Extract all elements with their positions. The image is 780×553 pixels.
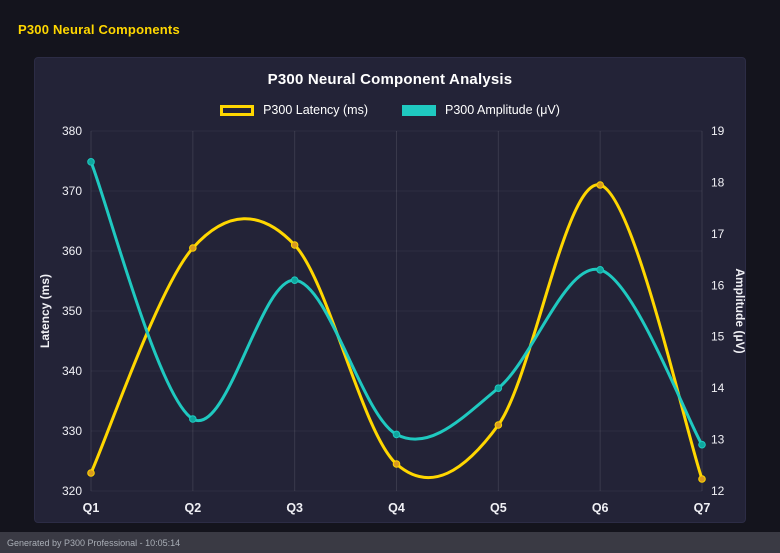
right-axis-tick: 15 bbox=[711, 330, 725, 344]
legend-swatch bbox=[402, 104, 436, 116]
legend-swatch bbox=[220, 104, 255, 116]
x-axis-label: Q5 bbox=[490, 501, 507, 515]
right-axis-tick: 14 bbox=[711, 381, 725, 395]
left-axis-tick: 340 bbox=[62, 364, 82, 378]
data-point[interactable] bbox=[189, 415, 197, 423]
x-axis-label: Q3 bbox=[286, 501, 303, 515]
left-axis-tick: 370 bbox=[62, 184, 82, 198]
line-chart: 320 330 340 350 360 370 380 12 13 14 15 16 17 18 19 Q1 Q… bbox=[38, 124, 747, 515]
left-axis-tick: 320 bbox=[62, 484, 82, 498]
right-axis-title: Amplitude (μV) bbox=[733, 268, 747, 353]
data-point[interactable] bbox=[596, 266, 604, 274]
status-bar: Generated by P300 Professional - 10:05:1… bbox=[0, 532, 780, 553]
legend-label: P300 Amplitude (μV) bbox=[445, 103, 560, 117]
data-point[interactable] bbox=[87, 469, 95, 477]
chart-legend: P300 Latency (ms) P300 Amplitude (μV) bbox=[35, 102, 745, 118]
right-axis-tick: 12 bbox=[711, 484, 725, 498]
data-point[interactable] bbox=[392, 430, 401, 439]
legend-item-0[interactable]: P300 Latency (ms) bbox=[220, 103, 368, 117]
right-axis-tick: 18 bbox=[711, 175, 725, 189]
data-point[interactable] bbox=[698, 475, 706, 483]
right-axis-tick: 17 bbox=[711, 227, 725, 241]
x-axis-label: Q6 bbox=[592, 501, 609, 515]
legend-item-1[interactable]: P300 Amplitude (μV) bbox=[402, 103, 560, 117]
right-axis-tick: 13 bbox=[711, 433, 725, 447]
x-axis-label: Q1 bbox=[83, 501, 100, 515]
app-title: P300 Neural Components bbox=[18, 22, 180, 37]
left-axis-tick: 380 bbox=[62, 124, 82, 138]
data-point[interactable] bbox=[87, 158, 95, 166]
x-axis-label: Q2 bbox=[184, 501, 201, 515]
data-point[interactable] bbox=[494, 421, 503, 429]
left-axis-tick: 350 bbox=[62, 304, 82, 318]
left-axis-title: Latency (ms) bbox=[38, 274, 52, 348]
data-point[interactable] bbox=[189, 244, 197, 252]
data-point[interactable] bbox=[290, 276, 299, 284]
left-axis-tick: 360 bbox=[62, 244, 82, 258]
data-point[interactable] bbox=[392, 460, 401, 468]
data-point[interactable] bbox=[494, 384, 503, 392]
right-axis-tick: 19 bbox=[711, 124, 725, 138]
footer-text: Generated by P300 Professional - 10:05:1… bbox=[7, 537, 181, 548]
right-axis-tick: 16 bbox=[711, 278, 725, 292]
data-point[interactable] bbox=[290, 241, 299, 249]
chart-panel: P300 Neural Component Analysis P300 Late… bbox=[34, 57, 747, 523]
data-point[interactable] bbox=[596, 181, 604, 189]
x-axis-label: Q7 bbox=[694, 501, 711, 515]
legend-label: P300 Latency (ms) bbox=[263, 103, 368, 117]
x-axis-label: Q4 bbox=[388, 501, 405, 515]
left-axis-tick: 330 bbox=[62, 424, 82, 438]
chart-title: P300 Neural Component Analysis bbox=[267, 71, 513, 88]
data-point[interactable] bbox=[698, 440, 706, 449]
